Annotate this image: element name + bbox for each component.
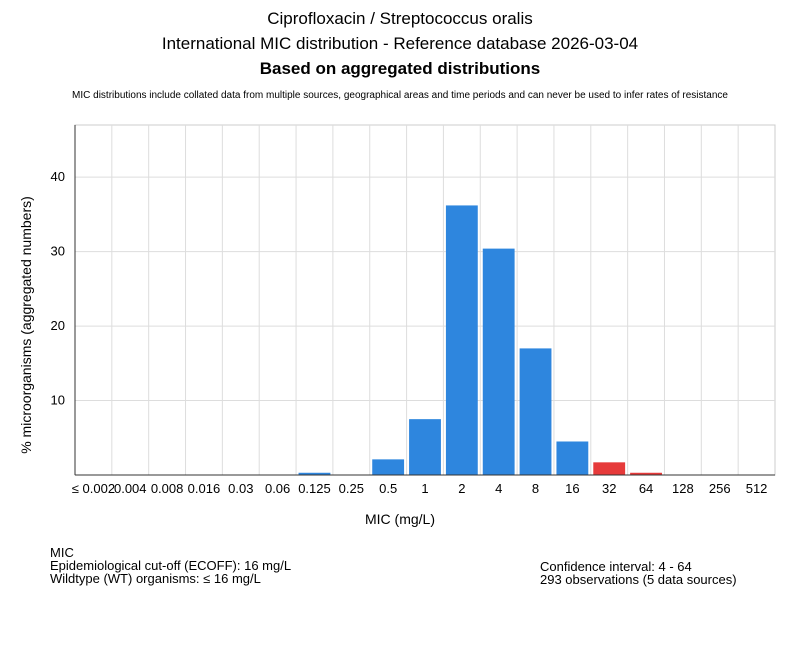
y-tick-label: 40: [51, 169, 65, 184]
x-tick-label: 64: [639, 481, 653, 496]
x-tick-label: 32: [602, 481, 616, 496]
chart-subtitle: International MIC distribution - Referen…: [161, 34, 639, 53]
disclaimer-text: MIC distributions include collated data …: [72, 90, 728, 101]
bar-8: [519, 348, 552, 475]
ecoff-text: Epidemiological cut-off (ECOFF): 16 mg/L: [50, 558, 292, 573]
x-tick-label: 512: [746, 481, 768, 496]
x-tick-label: 0.06: [265, 481, 290, 496]
wildtype-text: Wildtype (WT) organisms: ≤ 16 mg/L: [50, 571, 261, 586]
chart-subtitle-bold: Based on aggregated distributions: [259, 59, 541, 78]
x-tick-label: 4: [495, 481, 502, 496]
x-tick-label: 0.016: [188, 481, 221, 496]
y-tick-label: 10: [51, 393, 65, 408]
x-axis-label: MIC (mg/L): [365, 511, 435, 527]
bar-16: [556, 441, 589, 475]
x-tick-label: ≤ 0.002: [72, 481, 115, 496]
y-tick-label: 30: [51, 244, 65, 259]
observations-text: 293 observations (5 data sources): [540, 572, 737, 587]
mic-info-block: MIC Epidemiological cut-off (ECOFF): 16 …: [50, 546, 291, 585]
axes: [74, 125, 775, 476]
bar-64: [630, 472, 662, 475]
stats-info-block: Confidence interval: 4 - 64 293 observat…: [540, 560, 737, 586]
bar-0.5: [372, 459, 405, 475]
bar-4: [482, 248, 515, 475]
x-tick-label: 1: [421, 481, 428, 496]
x-tick-label: 8: [532, 481, 539, 496]
bar-2: [445, 205, 478, 475]
chart-title: Ciprofloxacin / Streptococcus oralis: [267, 9, 533, 28]
y-tick-label: 20: [51, 318, 65, 333]
x-tick-label: 16: [565, 481, 579, 496]
mic-label: MIC: [50, 545, 74, 560]
bars: [298, 205, 662, 475]
x-tick-label: 128: [672, 481, 694, 496]
bar-1: [409, 419, 441, 475]
x-tick-label: 0.25: [339, 481, 364, 496]
x-tick-label: 0.5: [379, 481, 397, 496]
x-tick-label: 0.004: [114, 481, 147, 496]
confidence-interval-text: Confidence interval: 4 - 64: [540, 559, 692, 574]
x-tick-label: 0.03: [228, 481, 253, 496]
x-tick-label: 2: [458, 481, 465, 496]
y-axis-label: % microorganisms (aggregated numbers): [18, 196, 34, 454]
bar-32: [593, 462, 626, 475]
x-tick-label: 0.125: [298, 481, 331, 496]
x-tick-label: 0.008: [151, 481, 184, 496]
x-tick-label: 256: [709, 481, 731, 496]
bar-0.125: [298, 472, 331, 475]
